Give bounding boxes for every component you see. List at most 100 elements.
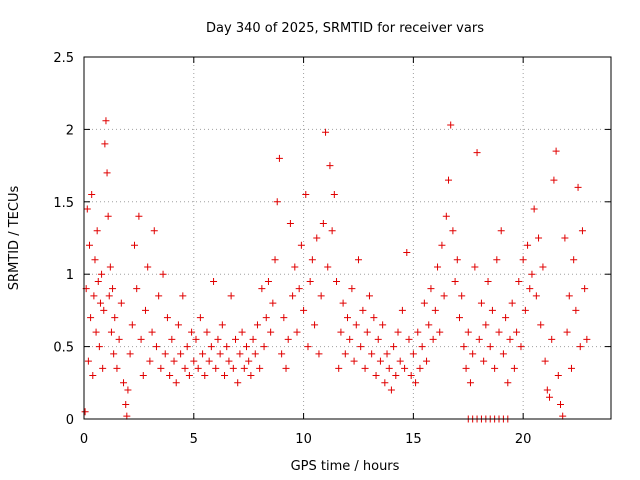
data-point: [530, 205, 538, 213]
data-point: [308, 256, 316, 264]
data-point: [574, 183, 582, 191]
data-point: [188, 328, 196, 336]
data-point: [493, 256, 501, 264]
data-point: [183, 343, 191, 351]
data-point: [383, 350, 391, 358]
data-point: [181, 364, 189, 372]
data-point: [84, 357, 92, 365]
data-point: [94, 277, 102, 285]
data-point: [313, 234, 321, 242]
data-point: [403, 248, 411, 256]
data-point: [409, 350, 417, 358]
data-point: [247, 372, 255, 380]
data-point: [427, 285, 435, 293]
data-point: [563, 328, 571, 336]
data-point: [98, 270, 106, 278]
data-point: [394, 328, 402, 336]
data-point: [396, 357, 404, 365]
data-point: [256, 364, 264, 372]
data-point: [517, 343, 525, 351]
data-point: [297, 241, 305, 249]
data-point: [117, 299, 125, 307]
data-point: [550, 176, 558, 184]
data-point: [315, 350, 323, 358]
y-tick-label: 1.5: [53, 196, 74, 211]
data-point: [319, 220, 327, 228]
data-point: [354, 256, 362, 264]
data-point: [398, 306, 406, 314]
data-point: [379, 321, 387, 329]
data-point: [133, 285, 141, 293]
data-point: [372, 372, 380, 380]
data-point: [385, 364, 393, 372]
data-point: [157, 364, 165, 372]
data-point: [491, 364, 499, 372]
data-point: [401, 364, 409, 372]
data-point: [302, 191, 310, 199]
x-tick-label: 0: [80, 432, 88, 447]
data-point: [96, 299, 104, 307]
data-point: [229, 364, 237, 372]
data-point: [475, 335, 483, 343]
data-point: [326, 162, 334, 170]
data-point: [451, 277, 459, 285]
data-point: [486, 343, 494, 351]
data-point: [392, 372, 400, 380]
data-point: [502, 314, 510, 322]
data-point: [141, 306, 149, 314]
data-point: [271, 256, 279, 264]
data-point: [442, 212, 450, 220]
data-point: [449, 227, 457, 235]
data-point: [390, 343, 398, 351]
data-point: [93, 227, 101, 235]
data-point: [128, 321, 136, 329]
data-point: [339, 299, 347, 307]
x-tick-label: 15: [405, 432, 422, 447]
axis-ticks: 0 5 10 15 20 0 0.5 1 1.5 2 2.5: [53, 51, 611, 447]
data-point: [293, 328, 301, 336]
data-point: [361, 364, 369, 372]
data-point: [578, 227, 586, 235]
data-point: [416, 364, 424, 372]
data-point: [300, 306, 308, 314]
data-point: [570, 256, 578, 264]
data-point: [510, 364, 518, 372]
data-point: [438, 241, 446, 249]
data-point: [203, 328, 211, 336]
data-point: [504, 379, 512, 387]
data-point: [81, 408, 89, 416]
data-point: [120, 379, 128, 387]
data-point: [111, 314, 119, 322]
data-point: [264, 277, 272, 285]
data-point: [480, 357, 488, 365]
data-point: [205, 357, 213, 365]
data-point: [556, 401, 564, 409]
data-point: [581, 285, 589, 293]
data-point: [535, 234, 543, 242]
data-point: [519, 256, 527, 264]
data-point: [412, 379, 420, 387]
grid: [84, 57, 611, 419]
data-point: [484, 277, 492, 285]
data-point: [159, 270, 167, 278]
data-point: [107, 328, 115, 336]
y-axis-label: SRMTID / TECUs: [7, 186, 22, 291]
data-point: [137, 335, 145, 343]
data-point: [359, 306, 367, 314]
data-point: [464, 328, 472, 336]
data-point: [317, 292, 325, 300]
data-point: [381, 379, 389, 387]
data-point: [269, 299, 277, 307]
data-point: [440, 292, 448, 300]
data-point: [123, 412, 131, 420]
data-point: [92, 328, 100, 336]
data-point: [135, 212, 143, 220]
data-point: [87, 314, 95, 322]
data-point: [106, 263, 114, 271]
data-point: [103, 169, 111, 177]
data-point: [322, 128, 330, 136]
data-point: [495, 328, 503, 336]
data-point: [330, 191, 338, 199]
data-point: [376, 357, 384, 365]
data-point: [262, 314, 270, 322]
